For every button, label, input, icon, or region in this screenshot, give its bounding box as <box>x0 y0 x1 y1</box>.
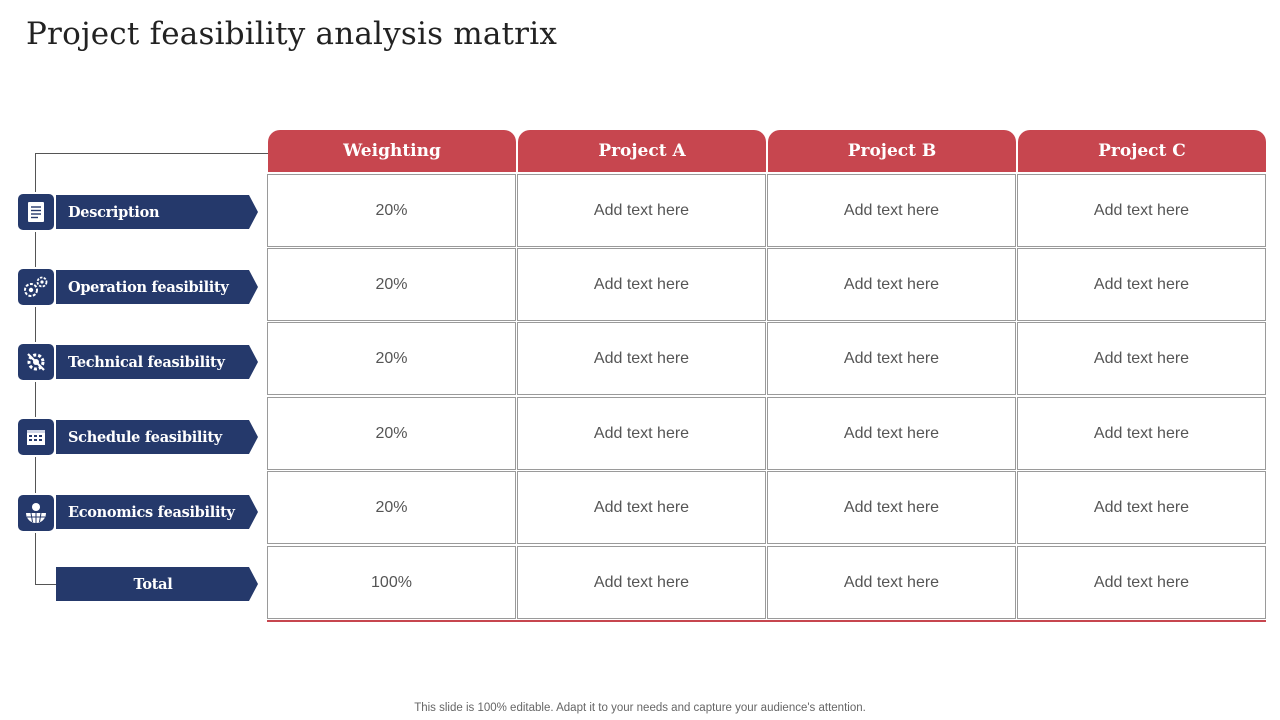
table-cell: Add text here <box>517 174 766 247</box>
table-cell: Add text here <box>767 248 1016 321</box>
table-cell: Add text here <box>1017 248 1266 321</box>
row-label-economics-feasibility: Economics feasibility <box>56 495 258 529</box>
table-cell: Add text here <box>767 471 1016 544</box>
table-cell: Add text here <box>767 174 1016 247</box>
row-label-technical-feasibility: Technical feasibility <box>56 345 258 379</box>
table-cell: 100% <box>267 546 516 619</box>
table-cell: Add text here <box>767 546 1016 619</box>
table-cell: Add text here <box>517 248 766 321</box>
matrix-table: 20% Add text here Add text here Add text… <box>267 174 1266 622</box>
table-cell: 20% <box>267 471 516 544</box>
footer-note: This slide is 100% editable. Adapt it to… <box>414 702 866 714</box>
table-cell: Add text here <box>767 322 1016 395</box>
column-header-weighting: Weighting <box>268 130 516 172</box>
connector-line <box>35 153 268 154</box>
table-cell: Add text here <box>767 397 1016 470</box>
column-header-project-a: Project A <box>518 130 766 172</box>
document-icon <box>16 192 56 232</box>
table-cell: Add text here <box>517 471 766 544</box>
table-cell: Add text here <box>517 397 766 470</box>
table-cell: 20% <box>267 397 516 470</box>
gears-icon <box>16 267 56 307</box>
table-cell: 20% <box>267 174 516 247</box>
table-cell: 20% <box>267 322 516 395</box>
table-cell: 20% <box>267 248 516 321</box>
calendar-icon <box>16 417 56 457</box>
column-header-project-b: Project B <box>768 130 1016 172</box>
page-title: Project feasibility analysis matrix <box>26 16 558 52</box>
row-label-operation-feasibility: Operation feasibility <box>56 270 258 304</box>
row-label-schedule-feasibility: Schedule feasibility <box>56 420 258 454</box>
globe-money-icon <box>16 493 56 533</box>
wrench-gear-icon <box>16 342 56 382</box>
table-cell: Add text here <box>1017 471 1266 544</box>
table-cell: Add text here <box>517 546 766 619</box>
column-header-project-c: Project C <box>1018 130 1266 172</box>
table-cell: Add text here <box>517 322 766 395</box>
row-label-description: Description <box>56 195 258 229</box>
row-label-total: Total <box>56 567 258 601</box>
table-cell: Add text here <box>1017 174 1266 247</box>
table-cell: Add text here <box>1017 397 1266 470</box>
table-cell: Add text here <box>1017 546 1266 619</box>
table-cell: Add text here <box>1017 322 1266 395</box>
connector-line <box>35 584 59 585</box>
